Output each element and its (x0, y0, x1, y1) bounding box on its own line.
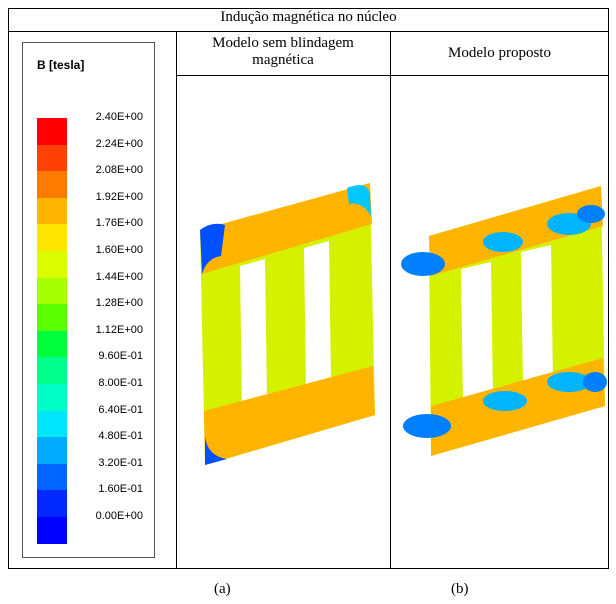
caption: (a) (214, 581, 231, 598)
color-swatch (37, 490, 67, 517)
legend-label: 0.00E+00 (73, 510, 143, 522)
legend-label: 1.60E+00 (73, 244, 143, 256)
color-swatch (37, 198, 67, 225)
shield (577, 205, 605, 223)
model-b-image (391, 76, 609, 569)
shield (403, 414, 451, 438)
color-swatch (37, 145, 67, 172)
color-swatch (37, 171, 67, 198)
table-title: Indução magnética no núcleo (8, 9, 609, 26)
model-a-image (177, 76, 390, 569)
legend-label: 1.44E+00 (73, 271, 143, 283)
column-header: Modelo sem blindagem magnética (190, 35, 376, 69)
window (240, 259, 267, 406)
color-swatch (37, 384, 67, 411)
color-swatch (37, 464, 67, 491)
caption: (b) (451, 581, 469, 598)
shield (483, 391, 527, 411)
color-swatch (37, 517, 67, 544)
page: {"title": "Indução magnética no núcleo",… (0, 0, 616, 604)
window (461, 262, 493, 406)
legend-title: B [tesla] (37, 58, 84, 72)
column-header: Modelo proposto (390, 45, 609, 62)
legend-label: 1.12E+00 (73, 324, 143, 336)
legend-label: 2.08E+00 (73, 164, 143, 176)
legend-label: 4.80E-01 (73, 430, 143, 442)
window (304, 241, 331, 388)
legend: B [tesla] 2.40E+00 2.24E+00 2.08E+00 1.92E+… (22, 42, 155, 558)
row-divider (8, 31, 609, 32)
color-swatch (37, 118, 67, 145)
color-swatch (37, 437, 67, 464)
color-swatch (37, 304, 67, 331)
legend-label: 3.20E-01 (73, 457, 143, 469)
shield (483, 232, 523, 252)
legend-label: 8.00E-01 (73, 377, 143, 389)
color-swatch (37, 224, 67, 251)
shield (583, 372, 607, 392)
legend-label: 1.92E+00 (73, 191, 143, 203)
window (521, 245, 553, 388)
color-swatch (37, 251, 67, 278)
legend-label: 2.40E+00 (73, 111, 143, 123)
color-swatch (37, 357, 67, 384)
color-swatch (37, 331, 67, 358)
legend-label: 2.24E+00 (73, 138, 143, 150)
legend-label: 1.76E+00 (73, 217, 143, 229)
legend-label: 9.60E-01 (73, 350, 143, 362)
legend-label: 1.60E-01 (73, 483, 143, 495)
legend-label: 6.40E-01 (73, 404, 143, 416)
legend-label: 1.28E+00 (73, 297, 143, 309)
color-swatch (37, 278, 67, 305)
color-swatch (37, 411, 67, 438)
shield (401, 252, 445, 276)
